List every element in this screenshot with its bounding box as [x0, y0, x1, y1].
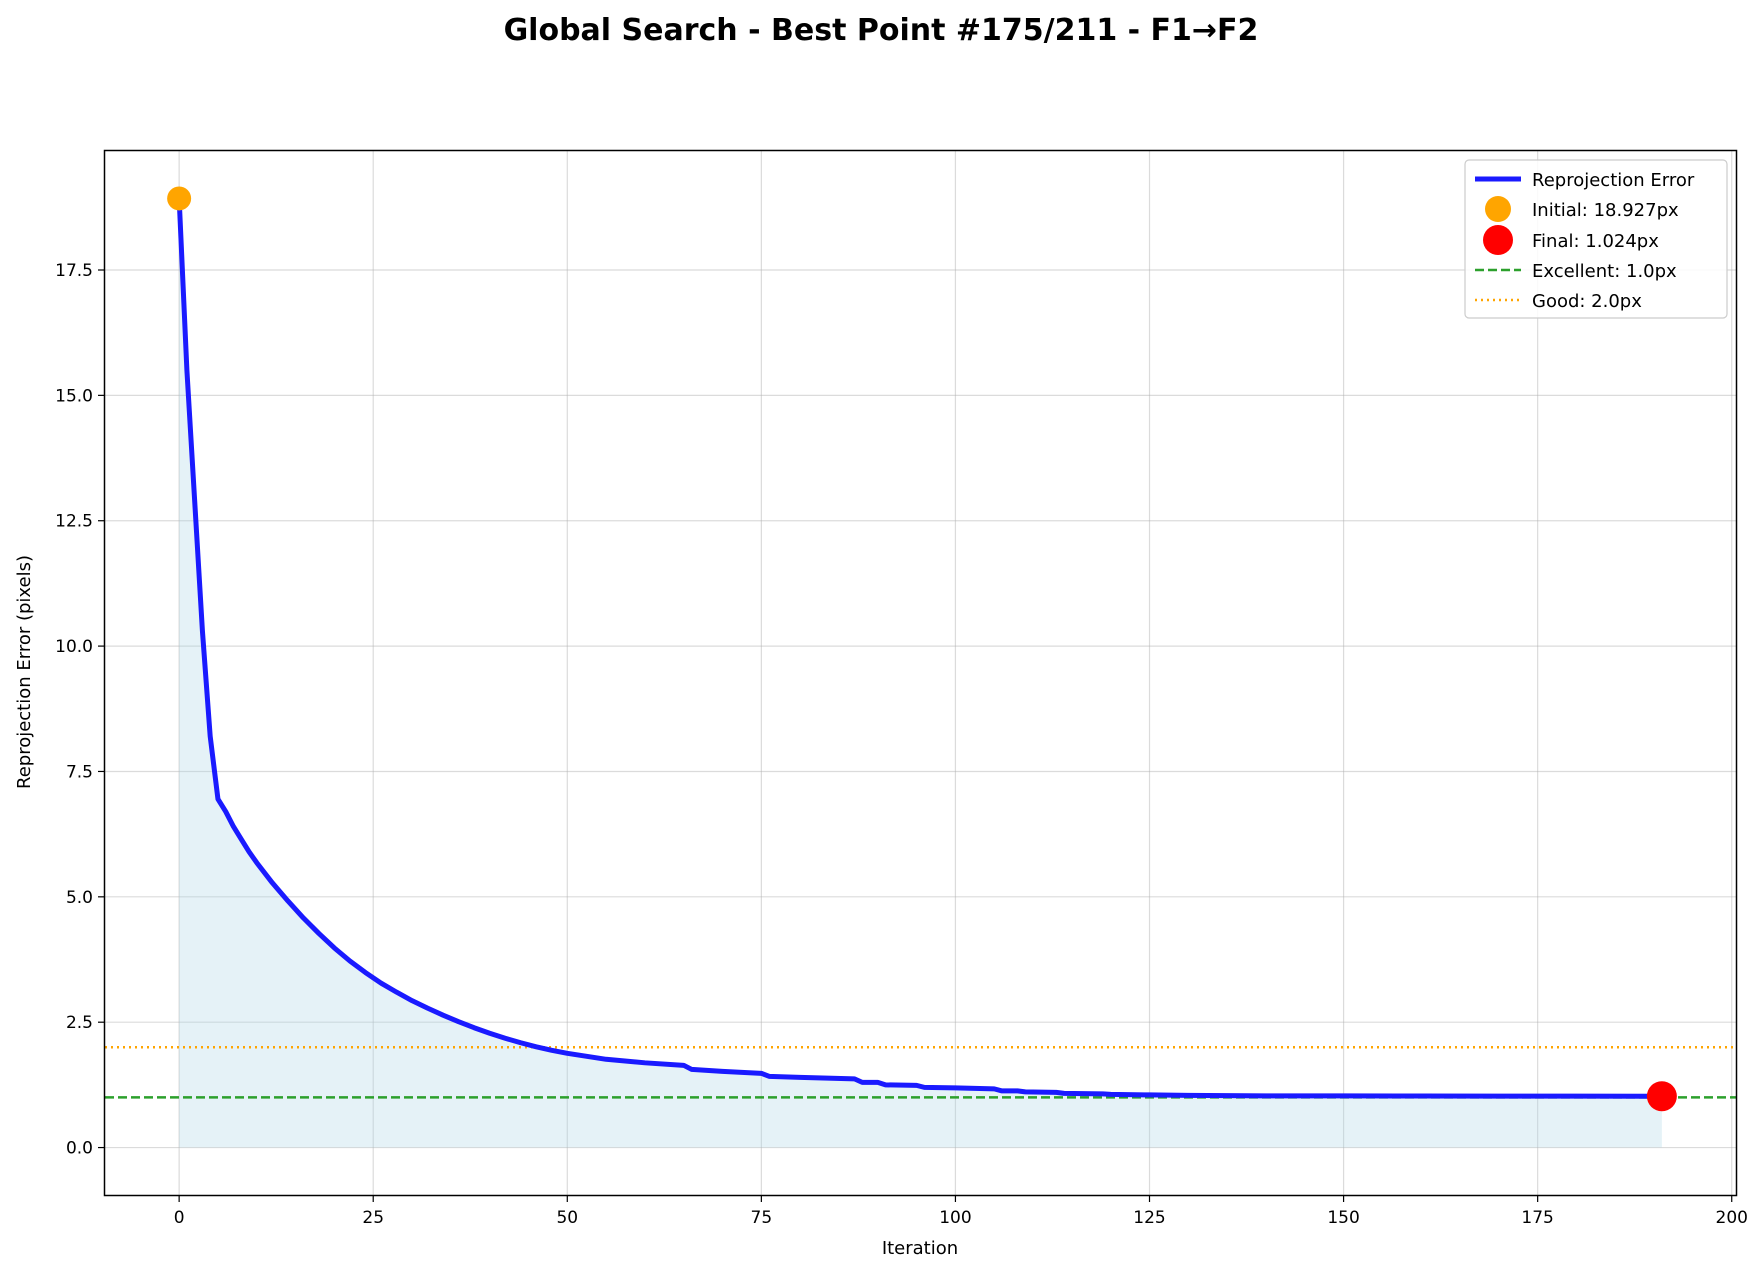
x-tick-label: 25 — [362, 1208, 384, 1228]
x-tick-label: 200 — [1716, 1208, 1748, 1228]
y-axis-ticks: 0.0 2.5 5.0 7.5 10.0 12.5 15.0 17.5 — [55, 261, 105, 1159]
y-tick-label: 10.0 — [55, 637, 93, 657]
y-axis-label: Reprojection Error (pixels) — [14, 555, 35, 789]
grid — [105, 151, 1736, 1195]
initial-point-marker — [167, 186, 192, 211]
x-axis-ticks: 0 25 50 75 100 125 150 175 200 — [174, 1195, 1748, 1228]
series-layer — [176, 195, 1665, 1099]
x-tick-label: 125 — [1133, 1208, 1165, 1228]
marker-layer — [167, 186, 1677, 1112]
legend-swatch-initial — [1485, 196, 1511, 222]
area-fill-path — [179, 198, 1662, 1148]
legend: Reprojection Error Initial: 18.927px Fin… — [1464, 159, 1728, 319]
x-tick-label: 0 — [174, 1208, 185, 1228]
y-tick-label: 2.5 — [66, 1013, 93, 1033]
y-tick-label: 15.0 — [55, 386, 93, 406]
y-tick-label: 5.0 — [66, 888, 93, 908]
x-tick-label: 175 — [1521, 1208, 1553, 1228]
legend-label-final: Final: 1.024px — [1532, 231, 1659, 252]
x-tick-label: 150 — [1327, 1208, 1359, 1228]
x-tick-label: 50 — [556, 1208, 578, 1228]
x-tick-label: 75 — [751, 1208, 773, 1228]
y-tick-label: 7.5 — [66, 762, 93, 782]
x-tick-label: 100 — [939, 1208, 971, 1228]
legend-swatch-final — [1483, 225, 1513, 255]
x-axis-label: Iteration — [882, 1238, 958, 1259]
y-tick-label: 0.0 — [66, 1139, 93, 1159]
legend-label-good: Good: 2.0px — [1532, 291, 1642, 312]
legend-label-initial: Initial: 18.927px — [1532, 200, 1679, 221]
legend-label-excellent: Excellent: 1.0px — [1532, 261, 1677, 282]
reprojection-error-line — [176, 195, 1665, 1099]
final-point-marker — [1646, 1081, 1677, 1112]
legend-box — [1464, 159, 1728, 319]
plot-frame — [103, 149, 1738, 1197]
y-tick-label: 12.5 — [55, 512, 93, 532]
area-fill — [179, 198, 1662, 1148]
chart-title: Global Search - Best Point #175/211 - F1… — [504, 13, 1259, 48]
legend-label-reprojection-error: Reprojection Error — [1532, 170, 1695, 191]
y-tick-label: 17.5 — [55, 261, 93, 281]
